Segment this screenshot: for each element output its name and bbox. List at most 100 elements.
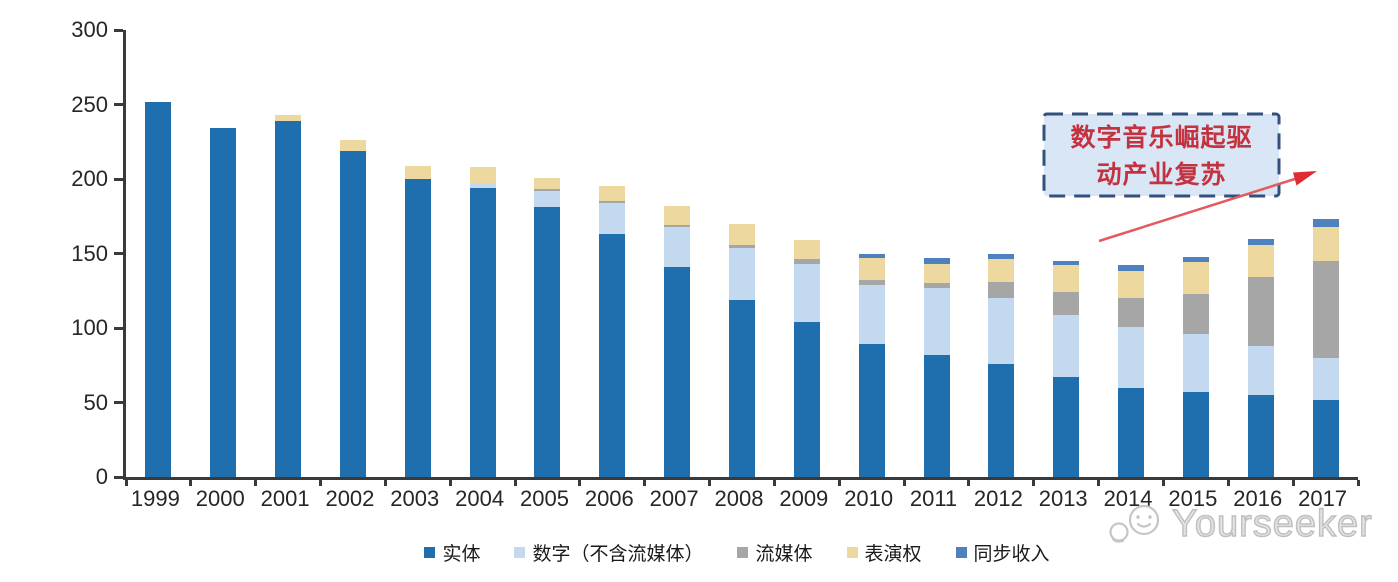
x-axis-label-2012: 2012 [973,486,1023,511]
y-axis-tick [114,401,123,404]
bar-segment-2017-4 [1312,219,1339,227]
x-axis-tick [902,480,906,486]
bar-segment-2010-2 [858,280,885,285]
bar-segment-2017-3 [1312,226,1339,261]
bar-segment-2008-0 [729,299,755,477]
legend-label: 同步收入 [973,544,1050,565]
x-axis-tick [708,480,712,486]
bar-segment-2017-0 [1312,399,1339,477]
legend-item-1: 数字（不含流媒体） [514,539,703,566]
bar-segment-2016-3 [1247,244,1274,278]
bar-segment-2007-2 [664,225,691,227]
bar-segment-2008-3 [729,223,755,245]
y-axis-label: 100 [71,315,108,340]
bar-segment-2001-0 [275,120,302,477]
bar-segment-2010-4 [858,253,885,258]
x-axis-label-2002: 2002 [325,486,375,511]
callout-line-2: 动产业复苏 [1096,162,1227,189]
bar-segment-2016-4 [1247,238,1274,245]
bar-segment-2015-4 [1182,256,1209,263]
bar-segment-2017-1 [1312,357,1339,400]
watermark: Yourseeker [1108,502,1373,546]
bar-segment-2015-3 [1182,262,1209,294]
legend-label: 表演权 [864,544,922,565]
bar-segment-2015-1 [1182,333,1209,393]
bar-segment-2013-3 [1053,265,1080,293]
bar-segment-2016-2 [1247,277,1274,346]
callout-line-1: 数字音乐崛起驱 [1070,124,1253,152]
chart-legend: 实体 数字（不含流媒体） 流媒体 表演权 同步收入 [38,539,1398,566]
bar-segment-2012-0 [988,363,1015,477]
x-axis-tick [643,480,647,486]
x-axis-tick [1097,480,1101,486]
y-axis-tick [114,475,123,479]
bar-segment-2014-1 [1118,326,1145,388]
bar-segment-2004-0 [469,187,496,477]
y-axis-tick [114,252,123,255]
y-axis-label: 200 [71,166,108,191]
x-axis-label-2005: 2005 [519,486,569,511]
legend-swatch-icon [514,547,526,558]
bar-segment-2008-2 [729,244,755,248]
bar-segment-2003-3 [404,165,431,179]
legend-item-4: 同步收入 [955,539,1050,566]
bar-segment-2008-1 [729,247,755,300]
legend-swatch-icon [846,547,858,558]
bar-segment-2006-2 [599,201,626,203]
plot-area [114,28,1360,486]
x-axis-label-2008: 2008 [714,486,764,511]
bar-segment-2011-4 [923,257,950,264]
x-axis-tick [254,480,258,486]
x-axis-tick [1291,480,1295,486]
x-axis-label-2007: 2007 [649,486,699,511]
x-axis-tick [1356,480,1360,486]
bar-segment-2016-0 [1247,395,1274,477]
x-axis-tick [1032,480,1036,486]
bar-segment-2006-3 [599,186,626,202]
legend-item-3: 表演权 [846,539,922,566]
callout-annotation: 数字音乐崛起驱 动产业复苏 [1043,117,1280,197]
x-axis-tick [124,480,128,486]
y-axis-tick [114,326,123,330]
legend-label: 数字（不含流媒体） [532,544,704,565]
bar-segment-2007-1 [664,226,691,267]
x-axis-label-2009: 2009 [779,486,829,511]
y-axis-label: 0 [95,464,108,489]
yourseeker-logo-icon [1109,504,1160,543]
bar-segment-2015-2 [1182,293,1209,334]
legend-swatch-icon [737,547,749,558]
bar-segment-2014-2 [1118,298,1145,327]
bar-segment-2001-3 [275,114,302,121]
x-axis-tick [1161,480,1165,486]
bar-segment-2016-1 [1247,345,1274,396]
y-axis-label: 300 [71,17,108,42]
x-axis-tick [383,480,387,486]
bar-segment-2005-3 [534,177,561,190]
bar-segment-2012-1 [988,298,1015,364]
bar-segment-2005-2 [534,189,561,191]
x-axis-label-2010: 2010 [844,486,894,511]
x-axis-tick [1226,480,1230,486]
y-axis-label: 50 [83,389,108,415]
x-axis-tick [189,480,193,486]
bar-segment-2002-0 [339,150,366,477]
bar-segment-2013-2 [1053,292,1080,315]
bar-segment-2006-1 [599,202,626,235]
y-axis-tick [114,28,123,32]
bar-segment-2009-3 [793,240,820,260]
x-axis-tick [448,480,452,486]
y-axis-label: 250 [71,91,108,117]
bar-segment-2015-0 [1182,392,1209,477]
bar-segment-2013-0 [1053,377,1080,477]
x-axis-label-1999: 1999 [130,486,180,511]
y-axis-label: 150 [71,240,108,266]
bar-segment-2003-0 [404,179,431,477]
x-axis-label-2017: 2017 [1298,486,1348,511]
bar-segment-2011-2 [923,283,950,288]
bar-segment-2009-0 [793,322,820,477]
x-axis-label-2015: 2015 [1168,486,1218,511]
bar-segment-2010-1 [858,284,885,345]
bar-segment-2017-2 [1312,260,1339,358]
x-axis-label-2011: 2011 [909,486,958,511]
